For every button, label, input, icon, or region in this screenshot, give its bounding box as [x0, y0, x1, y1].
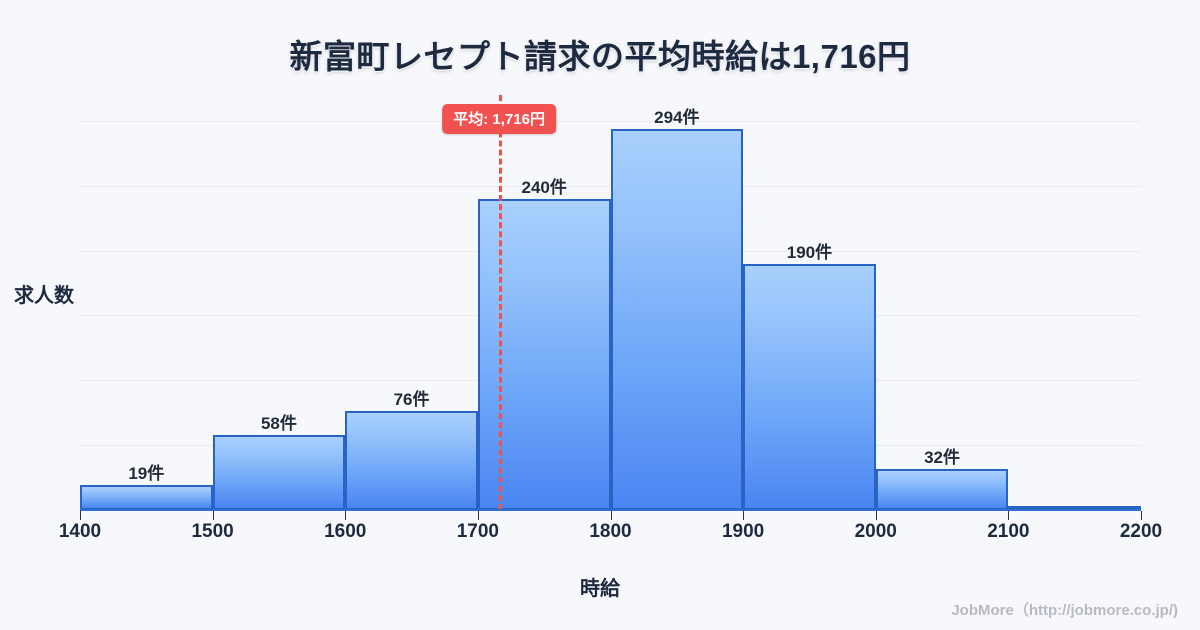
gridline — [80, 120, 1141, 122]
x-tick-mark — [1141, 511, 1142, 520]
x-tick-label: 2000 — [854, 521, 897, 542]
x-tick-label: 1800 — [589, 521, 632, 542]
bar[interactable] — [80, 485, 213, 510]
bar-value-label: 76件 — [393, 390, 430, 410]
average-badge: 平均: 1,716円 — [442, 104, 556, 134]
x-axis-title: 時給 — [580, 578, 620, 600]
bar-value-label: 58件 — [260, 413, 297, 433]
bar[interactable] — [477, 198, 611, 510]
bar-value-label: 294件 — [654, 107, 700, 127]
y-axis-title: 求人数 — [14, 285, 74, 307]
bar[interactable] — [875, 468, 1009, 510]
x-tick-label: 1700 — [456, 521, 500, 542]
x-tick-label: 1900 — [721, 521, 765, 542]
x-tick-label: 1600 — [324, 521, 367, 542]
bar-value-label: 190件 — [786, 242, 833, 262]
x-tick-mark — [875, 511, 877, 520]
x-tick-mark — [212, 511, 214, 520]
x-tick-label: 2200 — [1119, 521, 1163, 542]
footer-credit: JobMore（http://jobmore.co.jp/) — [951, 602, 1178, 619]
x-tick-label: 2100 — [987, 521, 1030, 542]
x-axis-line — [80, 509, 1141, 511]
x-tick-label: 1500 — [191, 521, 234, 542]
bar[interactable] — [345, 411, 478, 510]
bar-value-label: 32件 — [924, 447, 961, 467]
bar[interactable] — [212, 434, 346, 510]
page-title: 新富町レセプト請求の平均時給は1,716円 — [289, 38, 911, 75]
x-tick-mark — [1008, 511, 1010, 520]
bar-value-label: 19件 — [128, 464, 165, 484]
x-tick-mark — [477, 511, 479, 520]
x-tick-label: 1400 — [58, 521, 102, 542]
x-tick-mark — [610, 511, 612, 520]
x-tick-mark — [743, 511, 745, 520]
bar-value-label: 240件 — [521, 177, 567, 197]
x-tick-mark — [345, 511, 347, 520]
x-tick-mark — [80, 511, 81, 520]
average-line — [499, 95, 503, 510]
bar[interactable] — [610, 128, 744, 510]
bar[interactable] — [743, 263, 876, 510]
plot-area: 19件 58件 76件 240件 294件 190件 32件 — [80, 95, 1141, 510]
